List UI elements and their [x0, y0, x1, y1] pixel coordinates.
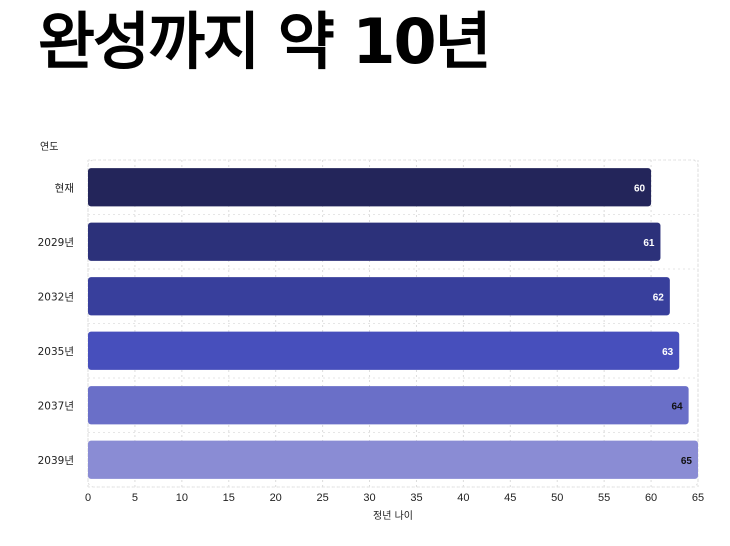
x-tick-label: 65 [692, 492, 704, 504]
bar [88, 168, 652, 207]
data-label: 60 [634, 183, 646, 194]
x-tick-label: 30 [363, 492, 375, 504]
y-tick-label: 2035년 [38, 346, 74, 358]
chart-grid [87, 159, 699, 488]
x-tick-label: 0 [85, 492, 91, 504]
page-headline: 완성까지 약 10년 [38, 5, 492, 78]
x-tick-label: 20 [270, 492, 282, 504]
data-label: 61 [643, 238, 655, 249]
data-label: 65 [681, 456, 693, 467]
x-tick-label: 25 [316, 492, 328, 504]
bar [88, 440, 698, 479]
data-label: 62 [653, 292, 665, 303]
x-tick-label: 15 [223, 492, 235, 504]
bar [88, 331, 680, 370]
y-tick-label: 2029년 [38, 237, 74, 249]
chart-bars [88, 168, 698, 479]
chart-labels: 0 5 10 15 20 25 30 35 40 45 50 55 60 65 현재 60 2029년 61 203… [38, 182, 705, 504]
data-label: 63 [662, 347, 674, 358]
bar [88, 222, 661, 261]
data-label: 64 [671, 401, 683, 412]
x-axis-title: 정년 나이 [373, 510, 413, 522]
y-tick-label: 2037년 [38, 400, 74, 412]
bar [88, 277, 670, 316]
bar [88, 386, 689, 425]
x-tick-label: 35 [410, 492, 422, 504]
x-tick-label: 50 [551, 492, 563, 504]
y-axis-title: 연도 [40, 141, 58, 153]
x-tick-label: 40 [457, 492, 469, 504]
y-tick-label: 2039년 [38, 455, 74, 467]
x-tick-label: 55 [598, 492, 610, 504]
y-tick-label: 현재 [55, 182, 74, 194]
x-tick-label: 10 [176, 492, 188, 504]
y-tick-label: 2032년 [38, 291, 74, 303]
x-tick-label: 5 [132, 492, 138, 504]
x-tick-label: 60 [645, 492, 657, 504]
x-tick-label: 45 [504, 492, 516, 504]
